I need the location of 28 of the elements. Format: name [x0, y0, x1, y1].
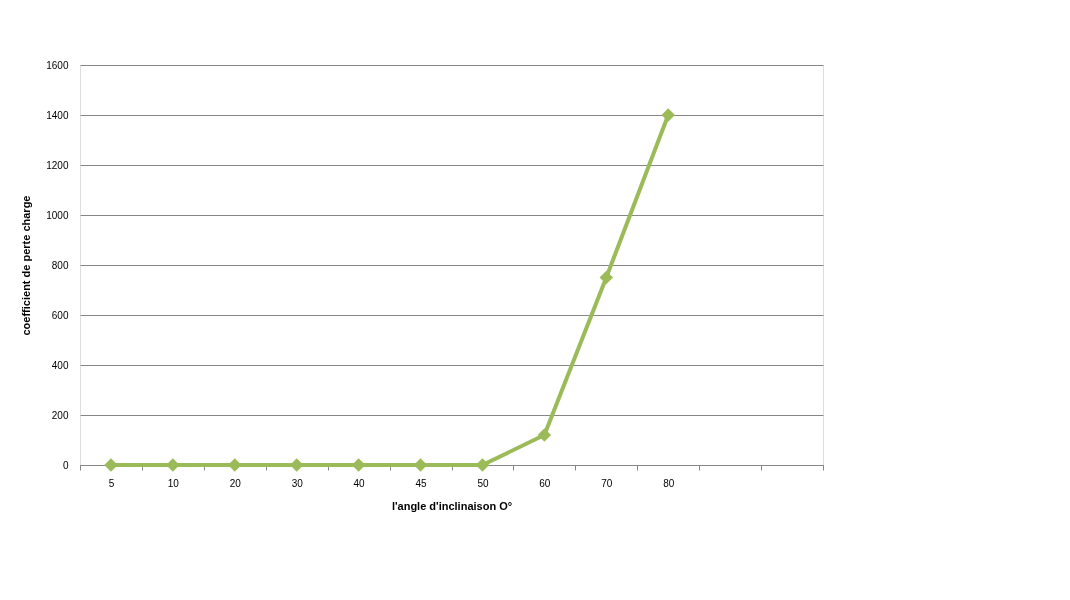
x-tick-label: 50 — [477, 477, 489, 489]
point — [290, 458, 304, 472]
x-tick-label: 30 — [291, 477, 304, 489]
y-tick-label: 0 — [62, 459, 69, 471]
x-tick-label: 45 — [415, 477, 428, 489]
point — [537, 428, 552, 442]
x-tick-label: 5 — [108, 477, 115, 489]
x-tick-label: 80 — [663, 477, 675, 489]
x-tick-label: 70 — [601, 477, 613, 489]
y-tick-label: 1200 — [46, 159, 69, 171]
point — [228, 458, 242, 472]
point — [166, 458, 180, 472]
y-axis-title: coefficient de perte charge — [20, 195, 33, 336]
x-tick-label: 10 — [167, 477, 180, 489]
y-tick-label: 800 — [51, 259, 69, 271]
point — [599, 270, 613, 285]
x-axis-title: l'angle d'inclinaison O° — [391, 499, 513, 512]
y-tick-label: 1600 — [46, 59, 69, 71]
x-tick-label: 20 — [229, 477, 242, 489]
x-tick-label: 60 — [539, 477, 551, 489]
point — [661, 108, 675, 122]
y-tick-label: 400 — [51, 359, 69, 371]
y-tick-label: 1000 — [46, 209, 69, 221]
y-tick-label: 1400 — [46, 109, 69, 121]
point — [104, 458, 118, 472]
y-tick-label: 600 — [51, 309, 69, 321]
x-tick-label: 40 — [353, 477, 366, 489]
y-tick-label: 200 — [51, 409, 69, 421]
